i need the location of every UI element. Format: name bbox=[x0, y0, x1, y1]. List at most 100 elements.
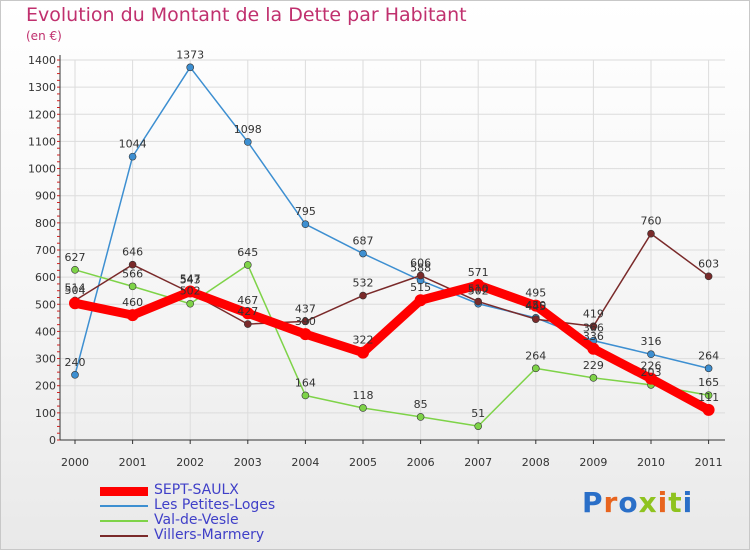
data-point-villers-marmery bbox=[589, 322, 598, 331]
y-tick-label: 1100 bbox=[28, 135, 56, 148]
data-label-les-petites-loges: 1098 bbox=[234, 123, 262, 136]
data-label-sept-saulx: 460 bbox=[122, 296, 143, 309]
data-label-les-petites-loges: 240 bbox=[65, 356, 86, 369]
data-label-villers-marmery: 543 bbox=[180, 274, 201, 287]
y-tick-label: 800 bbox=[35, 217, 56, 230]
series-line-les-petites-loges bbox=[74, 66, 710, 376]
legend-swatch bbox=[100, 520, 148, 522]
x-tick-label: 2003 bbox=[234, 456, 262, 469]
data-point-val-de-vesle bbox=[589, 374, 598, 382]
y-tick-label: 0 bbox=[49, 434, 56, 447]
data-point-sept-saulx bbox=[414, 294, 427, 307]
legend-label: Les Petites-Loges bbox=[154, 497, 276, 513]
x-tick-label: 2001 bbox=[119, 456, 147, 469]
data-point-villers-marmery bbox=[647, 229, 655, 238]
series-line-villers-marmery bbox=[74, 232, 710, 328]
data-point-villers-marmery bbox=[359, 291, 367, 300]
data-label-sept-saulx: 226 bbox=[641, 360, 662, 373]
data-label-les-petites-loges: 316 bbox=[641, 335, 662, 348]
legend-label: Val-de-Vesle bbox=[154, 512, 239, 528]
data-label-villers-marmery: 427 bbox=[237, 305, 258, 318]
y-tick-label: 400 bbox=[35, 325, 56, 338]
data-point-villers-marmery bbox=[474, 297, 483, 306]
data-point-sept-saulx bbox=[357, 346, 369, 359]
data-label-les-petites-loges: 588 bbox=[410, 261, 431, 274]
data-point-sept-saulx bbox=[702, 403, 715, 416]
data-point-val-de-vesle bbox=[71, 266, 79, 274]
data-label-sept-saulx: 504 bbox=[65, 284, 86, 297]
data-label-les-petites-loges: 687 bbox=[353, 235, 374, 248]
data-label-les-petites-loges: 264 bbox=[698, 349, 719, 362]
series-line-val-de-vesle bbox=[74, 264, 710, 427]
data-label-les-petites-loges: 1044 bbox=[119, 138, 147, 151]
data-point-sept-saulx bbox=[645, 372, 657, 385]
data-point-sept-saulx bbox=[299, 328, 312, 341]
legend-swatch bbox=[100, 535, 148, 537]
x-tick-label: 2008 bbox=[522, 456, 550, 469]
x-tick-label: 2006 bbox=[407, 456, 435, 469]
unit-label: (en €) bbox=[26, 29, 62, 43]
data-label-villers-marmery: 603 bbox=[698, 257, 719, 270]
data-point-les-petites-loges bbox=[128, 152, 137, 161]
legend-swatch bbox=[100, 505, 148, 507]
data-point-les-petites-loges bbox=[244, 138, 252, 146]
data-point-les-petites-loges bbox=[71, 371, 79, 379]
data-point-les-petites-loges bbox=[704, 364, 713, 373]
y-tick-label: 1400 bbox=[28, 54, 56, 67]
data-point-sept-saulx bbox=[587, 342, 600, 355]
data-label-sept-saulx: 322 bbox=[353, 334, 374, 347]
y-tick-label: 1200 bbox=[28, 108, 56, 121]
data-label-villers-marmery: 646 bbox=[122, 246, 143, 259]
data-label-villers-marmery: 510 bbox=[468, 283, 489, 296]
data-label-villers-marmery: 437 bbox=[295, 302, 316, 315]
data-label-val-de-vesle: 627 bbox=[65, 251, 86, 264]
data-label-sept-saulx: 467 bbox=[237, 294, 258, 307]
data-point-val-de-vesle bbox=[474, 422, 483, 430]
data-point-villers-marmery bbox=[416, 271, 425, 280]
data-label-sept-saulx: 111 bbox=[698, 391, 719, 404]
data-point-sept-saulx bbox=[241, 307, 254, 320]
data-point-val-de-vesle bbox=[531, 364, 540, 373]
chart-title: Evolution du Montant de la Dette par Hab… bbox=[26, 4, 467, 26]
data-point-val-de-vesle bbox=[359, 404, 367, 412]
data-point-les-petites-loges bbox=[186, 63, 194, 72]
data-label-sept-saulx: 390 bbox=[295, 315, 316, 328]
data-point-villers-marmery bbox=[531, 315, 540, 324]
data-label-val-de-vesle: 118 bbox=[353, 389, 374, 402]
data-label-villers-marmery: 606 bbox=[410, 257, 431, 270]
y-tick-label: 100 bbox=[35, 407, 56, 420]
x-tick-label: 2000 bbox=[61, 456, 89, 469]
data-point-sept-saulx bbox=[529, 299, 542, 312]
x-tick-label: 2005 bbox=[349, 456, 377, 469]
data-label-les-petites-loges: 502 bbox=[468, 285, 489, 298]
x-tick-label: 2009 bbox=[579, 456, 607, 469]
y-tick-label: 1300 bbox=[28, 81, 56, 94]
data-label-villers-marmery: 760 bbox=[641, 215, 662, 228]
data-point-sept-saulx bbox=[69, 297, 81, 310]
legend-swatch bbox=[100, 487, 148, 496]
data-point-val-de-vesle bbox=[416, 413, 425, 421]
data-label-val-de-vesle: 164 bbox=[295, 376, 316, 389]
data-point-villers-marmery bbox=[244, 320, 252, 328]
x-tick-label: 2002 bbox=[176, 456, 204, 469]
y-tick-label: 900 bbox=[35, 190, 56, 203]
data-point-les-petites-loges bbox=[359, 249, 367, 258]
data-label-val-de-vesle: 566 bbox=[122, 267, 143, 280]
data-label-villers-marmery: 445 bbox=[525, 300, 546, 313]
legend-label: Villers-Marmery bbox=[154, 527, 265, 543]
x-tick-label: 2010 bbox=[637, 456, 665, 469]
data-point-val-de-vesle bbox=[301, 391, 310, 400]
data-point-val-de-vesle bbox=[128, 282, 137, 291]
data-label-val-de-vesle: 85 bbox=[414, 398, 428, 411]
x-tick-label: 2004 bbox=[291, 456, 319, 469]
x-tick-label: 2007 bbox=[464, 456, 492, 469]
data-label-les-petites-loges: 450 bbox=[525, 299, 546, 312]
data-point-sept-saulx bbox=[126, 309, 139, 322]
data-point-sept-saulx bbox=[184, 285, 197, 298]
proxiti-logo: Proxiti bbox=[582, 486, 694, 519]
data-label-sept-saulx: 336 bbox=[583, 330, 604, 343]
data-point-val-de-vesle bbox=[704, 391, 713, 400]
data-point-les-petites-loges bbox=[647, 350, 655, 359]
y-tick-label: 1000 bbox=[28, 163, 56, 176]
